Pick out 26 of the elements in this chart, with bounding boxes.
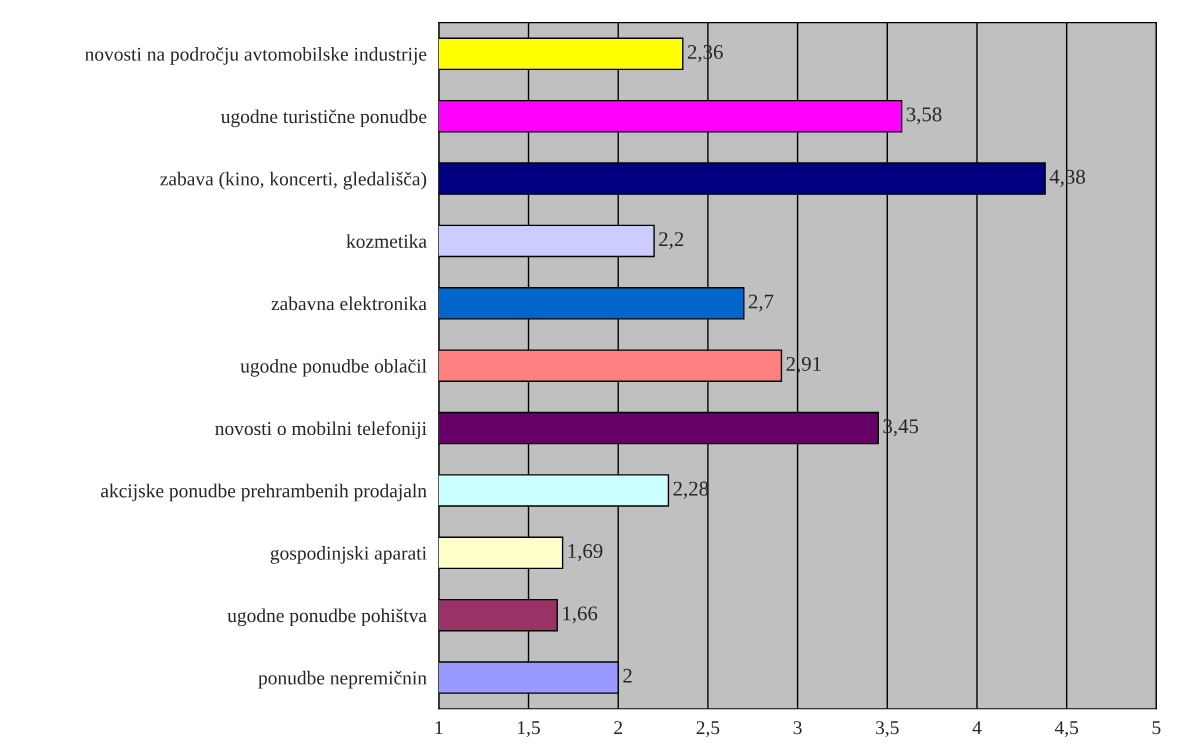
x-tick-label: 4 xyxy=(972,721,982,735)
y-tick-label: gospodinjski aparati xyxy=(270,546,427,564)
data-label: 3,58 xyxy=(906,107,942,125)
data-label: 2 xyxy=(623,668,632,683)
x-tick-label: 2,5 xyxy=(696,721,720,738)
x-tick-label: 1 xyxy=(435,721,443,735)
data-label: 2,7 xyxy=(748,294,774,312)
x-tick-label: 1,5 xyxy=(518,721,540,738)
y-tick-label: ugodne ponudbe oblačil xyxy=(240,358,427,377)
y-tick-label: ugodne turistične ponudbe xyxy=(220,109,427,128)
y-tick-label: kozmetika xyxy=(346,234,427,248)
data-label: 2,2 xyxy=(659,232,684,250)
data-label: 1,66 xyxy=(563,606,598,624)
y-tick-label: novosti na področju avtomobilske industrije xyxy=(85,47,427,65)
data-label: 1,69 xyxy=(568,544,603,562)
x-tick-label: 3 xyxy=(793,721,802,735)
x-tick-label: 5 xyxy=(1152,721,1161,735)
y-tick-label: akcijske ponudbe prehrambenih prodajaln xyxy=(101,483,427,502)
x-tick-label: 2 xyxy=(614,721,622,735)
x-tick-label: 4,5 xyxy=(1054,721,1079,738)
y-tick-label: zabavna elektronika xyxy=(271,296,427,311)
y-tick-label: ponudbe nepremičnin xyxy=(258,670,427,689)
y-tick-label: zabava (kino, koncerti, gledališča) xyxy=(160,171,427,190)
y-tick-label: ugodne ponudbe pohištva xyxy=(227,608,427,627)
x-tick-label: 3,5 xyxy=(876,721,899,738)
y-tick-label: novosti o mobilni telefoniji xyxy=(215,421,427,440)
